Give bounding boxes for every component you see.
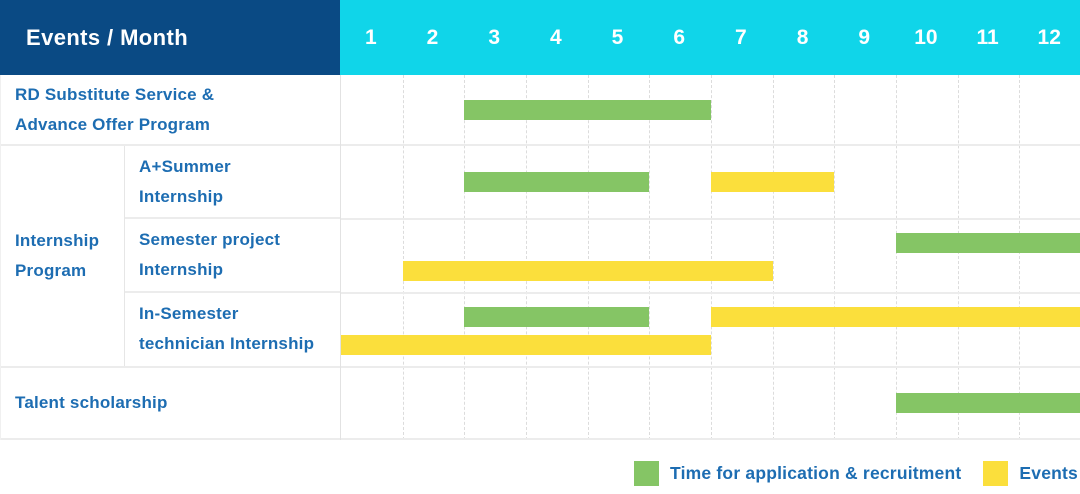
- month-tick-label: 6: [673, 25, 686, 49]
- row-labels-column: RD Substitute Service & Advance Offer Pr…: [0, 75, 340, 440]
- internship-program-group: Internship Program A+Summer Internship S…: [1, 146, 340, 368]
- application-recruitment-bar: [464, 307, 650, 327]
- events-bar: [711, 307, 1080, 327]
- gantt-row: [341, 294, 1080, 368]
- month-tick-label: 7: [735, 25, 747, 49]
- row-label-line: RD Substitute Service &: [15, 84, 215, 104]
- events-month-header-cell: Events / Month: [0, 0, 340, 75]
- group-label-line: Internship: [15, 231, 100, 250]
- row-label-semester-project: Semester project Internship: [125, 219, 340, 293]
- gantt-row: [341, 146, 1080, 220]
- application-recruitment-bar: [896, 393, 1080, 413]
- month-tick-label: 9: [858, 25, 871, 49]
- gantt-row: [341, 220, 1080, 294]
- legend-item-application: Time for application & recruitment: [634, 461, 961, 486]
- month-tick-label: 12: [1037, 25, 1061, 49]
- row-label-in-semester-technician: In-Semester technician Internship: [125, 293, 340, 366]
- row-label-line: Talent scholarship: [15, 393, 168, 412]
- row-label-line: Semester project: [139, 230, 281, 250]
- month-tick-label: 8: [796, 25, 809, 49]
- row-label-line: A+Summer: [139, 156, 231, 176]
- gantt-row: [341, 368, 1080, 440]
- application-recruitment-bar: [896, 233, 1080, 253]
- month-tick-label: 1: [364, 25, 377, 49]
- legend: Time for application & recruitment Event…: [634, 461, 1078, 486]
- events-bar: [711, 172, 835, 192]
- events-bar: [402, 261, 773, 281]
- month-tick-label: 5: [611, 25, 624, 49]
- month-axis-header: 1 2 3 4 5 6 7 8 9 10 11 12: [340, 0, 1080, 75]
- group-label-line: Program: [15, 261, 87, 280]
- month-tick-label: 3: [488, 25, 501, 49]
- month-tick-label: 2: [426, 25, 439, 49]
- legend-label: Time for application & recruitment: [670, 463, 962, 483]
- month-tick-label: 10: [914, 25, 938, 49]
- events-month-label: Events / Month: [26, 24, 189, 50]
- legend-label: Events: [1019, 463, 1078, 483]
- events-bar: [341, 335, 711, 355]
- chart-body: RD Substitute Service & Advance Offer Pr…: [0, 75, 1080, 440]
- group-label-internship-program: Internship Program: [1, 146, 125, 366]
- application-recruitment-bar: [464, 172, 650, 192]
- gantt-row: [341, 75, 1080, 146]
- row-label-line: technician Internship: [139, 334, 315, 354]
- green-swatch-icon: [634, 461, 660, 486]
- legend-item-events: Events: [983, 461, 1078, 486]
- month-tick-label: 11: [976, 25, 999, 49]
- yellow-swatch-icon: [983, 461, 1009, 486]
- month-tick-label: 4: [550, 25, 562, 49]
- row-label-line: Internship: [139, 186, 224, 206]
- row-label-line: Advance Offer Program: [15, 114, 211, 134]
- application-recruitment-bar: [464, 100, 711, 120]
- group-subrows: A+Summer Internship Semester project Int…: [125, 146, 340, 366]
- row-label-rd-substitute: RD Substitute Service & Advance Offer Pr…: [1, 75, 340, 146]
- row-label-talent-scholarship: Talent scholarship: [1, 368, 340, 440]
- row-label-a-plus-summer: A+Summer Internship: [125, 146, 340, 220]
- gantt-grid: [340, 75, 1080, 440]
- row-label-line: In-Semester: [139, 304, 239, 324]
- row-label-line: Internship: [139, 260, 224, 280]
